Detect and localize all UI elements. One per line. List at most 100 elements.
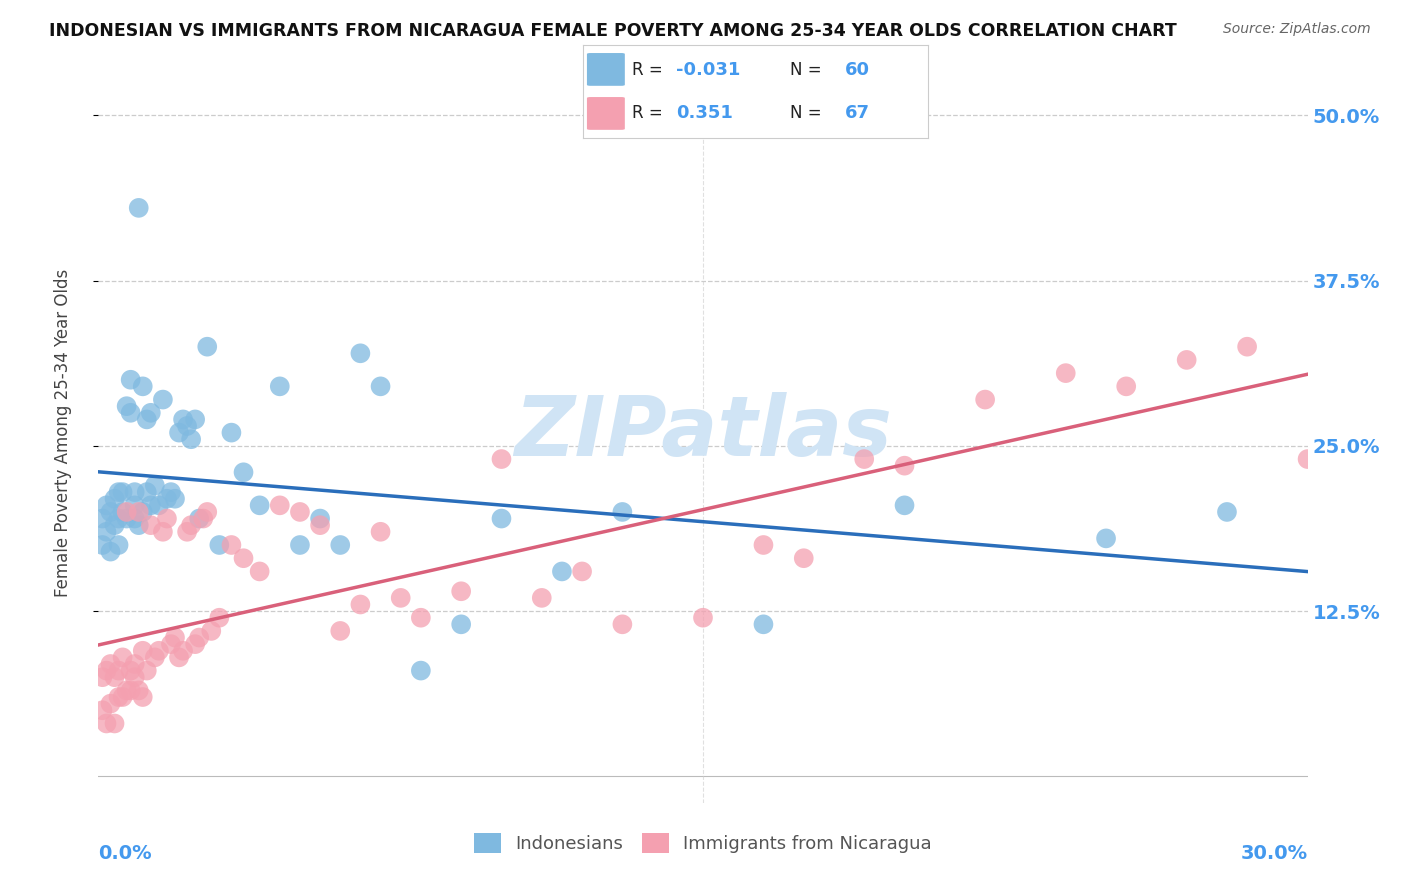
Point [974, 392, 997, 407]
Point [132, 379, 155, 393]
Point [370, 379, 392, 393]
Point [128, 683, 150, 698]
Point [96, 716, 118, 731]
Point [156, 511, 179, 525]
Point [1175, 352, 1198, 367]
Point [107, 664, 129, 678]
Point [288, 505, 311, 519]
Point [160, 485, 183, 500]
Point [103, 716, 125, 731]
Point [232, 551, 254, 566]
Point [100, 697, 122, 711]
Point [389, 591, 412, 605]
Point [135, 485, 157, 500]
Point [612, 505, 634, 519]
Point [208, 538, 231, 552]
Point [132, 644, 155, 658]
Point [96, 499, 118, 513]
Point [269, 379, 291, 393]
Point [152, 524, 174, 539]
Point [120, 406, 142, 420]
Point [103, 491, 125, 506]
Point [309, 518, 332, 533]
Point [91, 670, 114, 684]
Point [124, 511, 146, 525]
Y-axis label: Female Poverty Among 25-34 Year Olds: Female Poverty Among 25-34 Year Olds [53, 268, 72, 597]
Point [692, 611, 714, 625]
Point [793, 551, 815, 566]
Point [111, 690, 134, 704]
Point [100, 544, 122, 558]
FancyBboxPatch shape [586, 53, 624, 86]
Point [120, 664, 142, 678]
Text: R =: R = [631, 104, 662, 122]
Point [167, 650, 190, 665]
Point [139, 499, 162, 513]
Point [100, 657, 122, 671]
Point [148, 644, 170, 658]
Text: 0.351: 0.351 [676, 104, 734, 122]
Point [96, 664, 118, 678]
Text: -0.031: -0.031 [676, 61, 741, 78]
Text: R =: R = [631, 61, 662, 78]
Point [103, 518, 125, 533]
Point [329, 624, 352, 638]
Point [135, 664, 157, 678]
Point [107, 485, 129, 500]
Point [156, 491, 179, 506]
Point [195, 340, 218, 354]
Point [195, 505, 218, 519]
Point [893, 458, 915, 473]
Point [172, 412, 194, 426]
Point [1296, 452, 1319, 467]
Point [143, 478, 166, 492]
Point [143, 650, 166, 665]
Text: N =: N = [790, 61, 821, 78]
Point [409, 611, 432, 625]
Point [132, 690, 155, 704]
Point [128, 505, 150, 519]
Legend: Indonesians, Immigrants from Nicaragua: Indonesians, Immigrants from Nicaragua [467, 826, 939, 861]
Text: 30.0%: 30.0% [1240, 844, 1308, 863]
Point [200, 624, 222, 638]
Point [148, 499, 170, 513]
Point [135, 412, 157, 426]
Point [91, 511, 114, 525]
Point [111, 485, 134, 500]
Point [111, 650, 134, 665]
Point [96, 524, 118, 539]
Point [530, 591, 553, 605]
Point [249, 499, 271, 513]
Point [91, 538, 114, 552]
Point [128, 201, 150, 215]
Point [120, 683, 142, 698]
Point [551, 565, 574, 579]
Point [172, 644, 194, 658]
Point [124, 499, 146, 513]
Point [184, 412, 207, 426]
Text: ZIPatlas: ZIPatlas [515, 392, 891, 473]
Point [111, 505, 134, 519]
Point [349, 346, 371, 360]
Text: Source: ZipAtlas.com: Source: ZipAtlas.com [1223, 22, 1371, 37]
Point [128, 518, 150, 533]
Point [100, 505, 122, 519]
Point [132, 505, 155, 519]
Point [893, 499, 915, 513]
Point [232, 465, 254, 479]
Point [221, 425, 243, 440]
Point [329, 538, 352, 552]
Text: 60: 60 [845, 61, 870, 78]
Point [1115, 379, 1137, 393]
FancyBboxPatch shape [586, 97, 624, 130]
Text: N =: N = [790, 104, 821, 122]
Point [180, 518, 202, 533]
Point [163, 491, 186, 506]
Text: 0.0%: 0.0% [98, 844, 152, 863]
Point [91, 703, 114, 717]
Point [249, 565, 271, 579]
Point [103, 670, 125, 684]
Point [349, 598, 371, 612]
Point [107, 511, 129, 525]
Point [1054, 366, 1077, 380]
